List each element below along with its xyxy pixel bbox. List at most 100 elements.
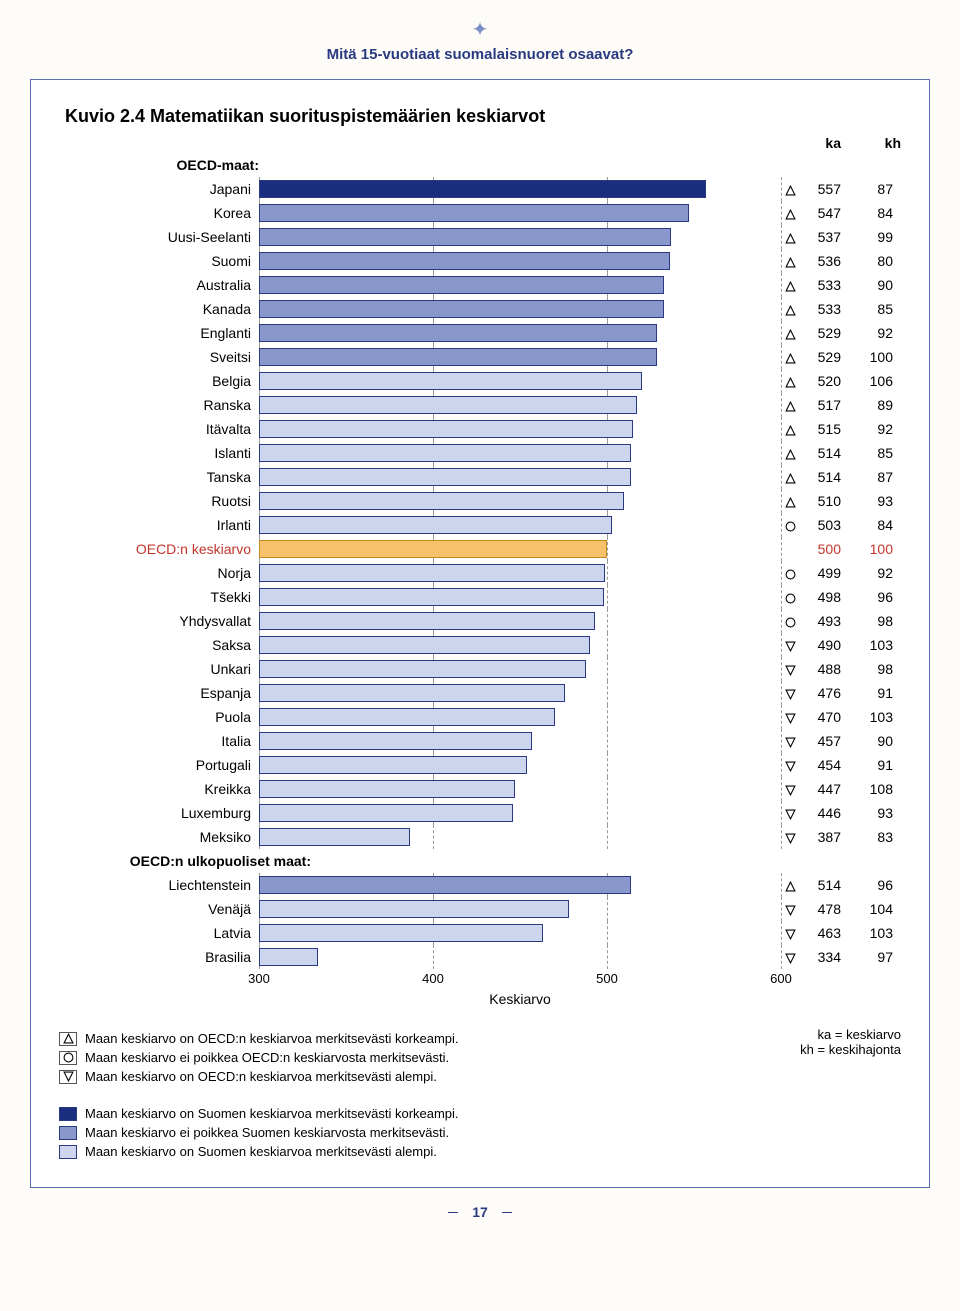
table-row: Japani 557 87 — [59, 177, 901, 201]
kh-value: 106 — [841, 373, 893, 389]
chart-frame: Kuvio 2.4 Matematiikan suorituspistemäär… — [30, 79, 930, 1188]
bar — [259, 948, 318, 966]
legend-swatch — [59, 1145, 77, 1159]
significance-icon — [781, 757, 799, 773]
country-label: Englanti — [59, 325, 259, 341]
country-label: Tanska — [59, 469, 259, 485]
significance-icon — [781, 397, 799, 413]
bar — [259, 204, 689, 222]
bar — [259, 492, 624, 510]
axis-tick: 500 — [596, 971, 618, 986]
kh-value: 96 — [841, 589, 893, 605]
table-row: Meksiko 387 83 — [59, 825, 901, 849]
ka-value: 533 — [799, 277, 841, 293]
bar — [259, 684, 565, 702]
bar — [259, 540, 607, 558]
legend-symbol-icon — [59, 1070, 77, 1084]
ka-value: 463 — [799, 925, 841, 941]
significance-icon — [781, 709, 799, 725]
kh-value: 93 — [841, 805, 893, 821]
legend-swatch — [59, 1126, 77, 1140]
country-label: Saksa — [59, 637, 259, 653]
bar — [259, 636, 590, 654]
chart-body: Japani 557 87 Korea 547 84 Uusi-Seelanti — [59, 177, 901, 969]
value-cols: 537 99 — [781, 229, 901, 245]
country-label: Italia — [59, 733, 259, 749]
bar-area — [259, 393, 781, 417]
ka-value: 533 — [799, 301, 841, 317]
significance-icon — [781, 805, 799, 821]
country-label: Meksiko — [59, 829, 259, 845]
value-cols: 517 89 — [781, 397, 901, 413]
kh-value: 98 — [841, 661, 893, 677]
value-cols: 533 90 — [781, 277, 901, 293]
table-row: Belgia 520 106 — [59, 369, 901, 393]
significance-icon — [781, 325, 799, 341]
table-row: Tšekki 498 96 — [59, 585, 901, 609]
legend-item: Maan keskiarvo ei poikkea OECD:n keskiar… — [59, 1050, 459, 1065]
country-label: Unkari — [59, 661, 259, 677]
kh-value: 80 — [841, 253, 893, 269]
kh-value: 103 — [841, 709, 893, 725]
value-cols: 514 87 — [781, 469, 901, 485]
country-label: Kreikka — [59, 781, 259, 797]
kh-value: 89 — [841, 397, 893, 413]
kh-value: 108 — [841, 781, 893, 797]
ka-value: 514 — [799, 877, 841, 893]
value-cols: 514 85 — [781, 445, 901, 461]
value-cols: 529 92 — [781, 325, 901, 341]
legend-text: Maan keskiarvo on Suomen keskiarvoa merk… — [85, 1106, 459, 1121]
bar-area — [259, 321, 781, 345]
bar-area — [259, 561, 781, 585]
ka-value: 454 — [799, 757, 841, 773]
country-label: Tšekki — [59, 589, 259, 605]
col-ka-header: ka — [781, 135, 841, 151]
kh-value: 85 — [841, 301, 893, 317]
significance-icon — [781, 877, 799, 893]
ornament-icon: ✦ — [30, 20, 930, 40]
kh-value: 90 — [841, 277, 893, 293]
ka-value: 520 — [799, 373, 841, 389]
page-number: 17 — [30, 1204, 930, 1220]
value-cols: 498 96 — [781, 589, 901, 605]
section-oecd-label: OECD-maat: — [59, 157, 259, 173]
kh-value: 85 — [841, 445, 893, 461]
ka-value: 470 — [799, 709, 841, 725]
kh-value: 91 — [841, 685, 893, 701]
bar-area — [259, 585, 781, 609]
ka-value: 517 — [799, 397, 841, 413]
legend-swatch — [59, 1107, 77, 1121]
ka-value: 387 — [799, 829, 841, 845]
glossary-kh: kh = keskihajonta — [761, 1042, 901, 1057]
country-label: Yhdysvallat — [59, 613, 259, 629]
value-cols: 547 84 — [781, 205, 901, 221]
bar-area — [259, 633, 781, 657]
bar — [259, 420, 633, 438]
value-cols: 463 103 — [781, 925, 901, 941]
value-cols: 488 98 — [781, 661, 901, 677]
bar-area — [259, 465, 781, 489]
country-label: Espanja — [59, 685, 259, 701]
table-row: Luxemburg 446 93 — [59, 801, 901, 825]
kh-value: 104 — [841, 901, 893, 917]
table-row: Irlanti 503 84 — [59, 513, 901, 537]
bar-area — [259, 345, 781, 369]
significance-icon — [781, 925, 799, 941]
ka-value: 478 — [799, 901, 841, 917]
kh-value: 96 — [841, 877, 893, 893]
bar-area — [259, 897, 781, 921]
bar-area — [259, 273, 781, 297]
table-row: Ruotsi 510 93 — [59, 489, 901, 513]
country-label: Uusi-Seelanti — [59, 229, 259, 245]
legend-item: Maan keskiarvo on Suomen keskiarvoa merk… — [59, 1144, 901, 1159]
value-cols: 476 91 — [781, 685, 901, 701]
bar — [259, 828, 410, 846]
country-label: Sveitsi — [59, 349, 259, 365]
value-cols: 457 90 — [781, 733, 901, 749]
bar — [259, 516, 612, 534]
significance-icon — [781, 949, 799, 965]
column-headers: ka kh — [59, 135, 901, 151]
table-row: Uusi-Seelanti 537 99 — [59, 225, 901, 249]
significance-icon — [781, 469, 799, 485]
kh-value: 103 — [841, 925, 893, 941]
